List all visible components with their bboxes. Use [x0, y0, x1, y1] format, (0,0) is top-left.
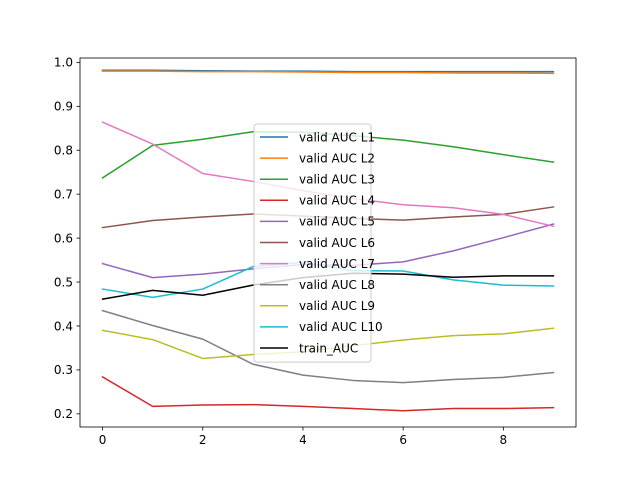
legend-label-5: valid AUC L5 [299, 215, 375, 229]
legend-label-3: valid AUC L3 [299, 173, 375, 187]
y-tick-label: 0.7 [54, 187, 73, 201]
series-line-1 [101, 69, 555, 73]
y-tick-label: 0.6 [54, 231, 73, 245]
legend: valid AUC L1 valid AUC L2 valid AUC L3 vali… [253, 123, 383, 363]
x-tick-label: 8 [500, 433, 508, 447]
x-tick-label: 0 [99, 433, 107, 447]
legend-box [253, 123, 372, 363]
legend-label-1: valid AUC L1 [299, 130, 375, 144]
legend-label-4: valid AUC L4 [299, 194, 375, 208]
x-tick-label: 6 [399, 433, 407, 447]
x-axis: 0 2 4 6 8 [99, 427, 507, 447]
x-tick-label: 2 [199, 433, 207, 447]
y-tick-label: 0.2 [54, 407, 73, 421]
y-axis: 0.2 0.3 0.4 0.5 0.6 0.7 0.8 0.9 1.0 [54, 56, 80, 421]
y-tick-label: 0.4 [54, 319, 73, 333]
legend-label-8: valid AUC L8 [299, 278, 375, 292]
y-tick-label: 0.5 [54, 275, 73, 289]
series-line-2 [101, 70, 555, 75]
legend-label-9: valid AUC L9 [299, 299, 375, 313]
legend-label-6: valid AUC L6 [299, 236, 375, 250]
series-line-8 [101, 309, 555, 384]
axes-frame [79, 57, 577, 428]
x-tick-label: 4 [299, 433, 307, 447]
legend-label-7: valid AUC L7 [299, 257, 375, 271]
y-tick-label: 0.3 [54, 363, 73, 377]
legend-label-11: train_AUC [299, 341, 358, 355]
legend-label-2: valid AUC L2 [299, 151, 375, 165]
legend-label-10: valid AUC L10 [299, 320, 383, 334]
series-line-4 [101, 375, 555, 412]
y-tick-label: 0.8 [54, 144, 73, 158]
y-tick-label: 1.0 [54, 56, 73, 70]
y-tick-label: 0.9 [54, 100, 73, 114]
